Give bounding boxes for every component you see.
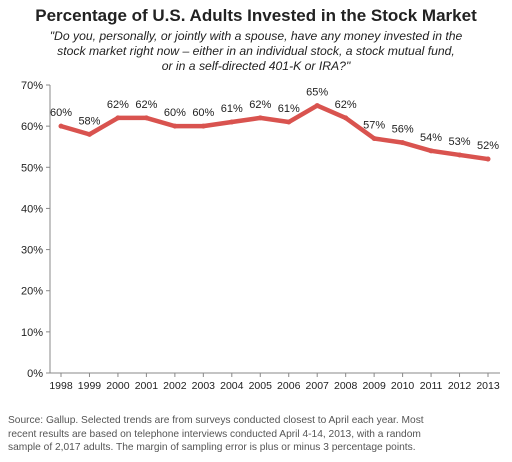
x-tick-label: 2005: [249, 380, 273, 392]
line-chart: 0% 10% 20% 30% 40% 50% 60% 70% 1998 1999 2000 2001 2…: [21, 80, 500, 392]
chart-title: Percentage of U.S. Adults Invested in th…: [35, 6, 477, 25]
y-tick-label: 40%: [21, 203, 43, 215]
data-point: [485, 156, 491, 162]
x-tick-label: 2004: [220, 380, 244, 392]
data-label: 61%: [221, 103, 243, 115]
subtitle-line: or in a self-directed 401-K or IRA?": [161, 59, 351, 73]
data-point: [314, 103, 320, 109]
x-tick-label: 2002: [163, 380, 187, 392]
chart-subtitle: "Do you, personally, or jointly with a s…: [20, 29, 492, 74]
x-tick-label: 2012: [448, 380, 472, 392]
x-tick-label: 2001: [135, 380, 159, 392]
source-note: Source: Gallup. Selected trends are from…: [8, 414, 506, 455]
subtitle-line: stock market right now – either in an in…: [57, 44, 455, 58]
data-label: 52%: [477, 140, 499, 152]
data-label: 62%: [107, 99, 129, 111]
data-label: 56%: [392, 124, 414, 136]
y-tick-label: 70%: [21, 80, 43, 92]
x-tick-label: 2009: [362, 380, 386, 392]
data-point: [257, 115, 263, 121]
data-label: 58%: [78, 115, 100, 127]
x-tick-label: 1998: [49, 380, 73, 392]
data-point: [86, 131, 92, 137]
data-label: 62%: [249, 99, 271, 111]
x-tick-label: 2008: [334, 380, 358, 392]
x-tick-label: 2006: [277, 380, 301, 392]
data-label: 54%: [420, 132, 442, 144]
data-label: 61%: [278, 103, 300, 115]
data-label: 57%: [363, 119, 385, 131]
source-line: recent results are based on telephone in…: [8, 428, 421, 440]
y-tick-label: 60%: [21, 121, 43, 133]
y-tick-label: 0%: [27, 368, 43, 380]
data-point: [143, 115, 149, 121]
x-tick-label: 2007: [306, 380, 330, 392]
x-tick-label: 2011: [420, 380, 443, 392]
subtitle-line: "Do you, personally, or jointly with a s…: [49, 29, 463, 43]
data-label: 62%: [335, 99, 357, 111]
data-label: 65%: [306, 87, 328, 99]
x-tick-label: 2000: [106, 380, 130, 392]
data-point: [371, 135, 377, 141]
x-tick-label: 2003: [192, 380, 216, 392]
data-point: [343, 115, 349, 121]
data-point: [58, 123, 64, 129]
y-tick-label: 10%: [21, 327, 43, 339]
source-line: Source: Gallup. Selected trends are from…: [8, 415, 424, 426]
y-tick-label: 50%: [21, 162, 43, 174]
y-tick-label: 20%: [21, 286, 43, 298]
source-line: sample of 2,017 adults. The margin of sa…: [8, 442, 416, 453]
data-label: 60%: [192, 107, 214, 119]
data-point: [286, 119, 292, 125]
data-point: [115, 115, 121, 121]
data-label: 62%: [135, 99, 157, 111]
data-point: [457, 152, 463, 158]
series-line: [58, 103, 491, 162]
data-point: [428, 148, 434, 154]
data-label: 60%: [164, 107, 186, 119]
data-point: [400, 140, 406, 146]
data-label: 53%: [449, 136, 471, 148]
data-label: 60%: [50, 107, 72, 119]
x-tick-label: 2010: [391, 380, 415, 392]
x-tick-label: 2013: [476, 380, 500, 392]
data-point: [229, 119, 235, 125]
data-point: [172, 123, 178, 129]
x-tick-label: 1999: [78, 380, 102, 392]
y-tick-label: 30%: [21, 245, 43, 257]
data-point: [200, 123, 206, 129]
